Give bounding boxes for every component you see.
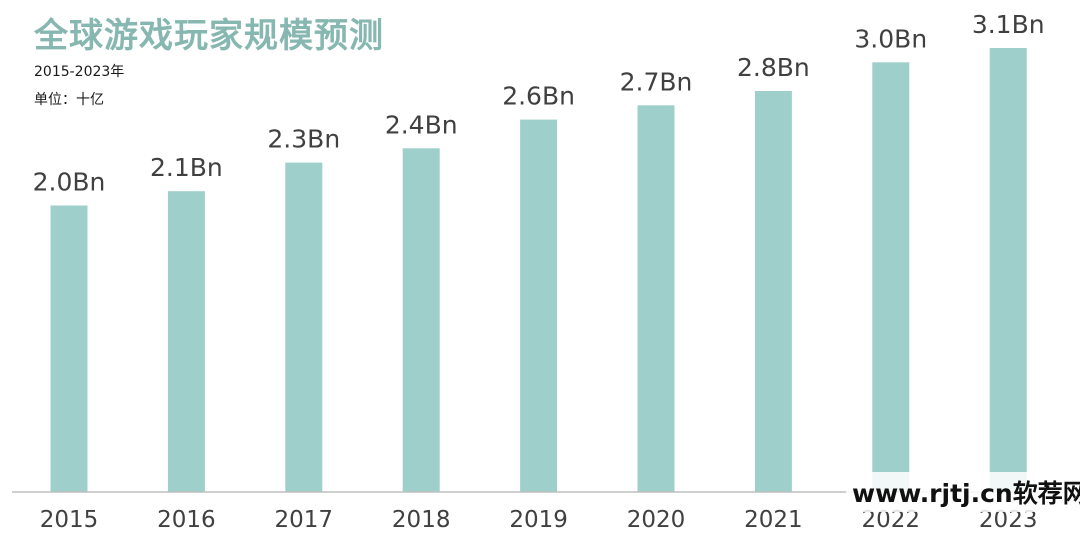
data-label-2021: 2.8Bn xyxy=(737,53,810,82)
bar-2016 xyxy=(167,191,205,492)
bars-layer xyxy=(50,48,1027,493)
x-tick-label-2018: 2018 xyxy=(392,507,451,533)
x-tick-label-2020: 2020 xyxy=(627,507,686,533)
unit-label: 单位：十亿 xyxy=(34,92,104,108)
data-label-2016: 2.1Bn xyxy=(150,153,223,182)
data-label-2023: 3.1Bn xyxy=(972,10,1045,39)
chart-subtitle: 2015-2023年 xyxy=(34,64,125,80)
x-tick-label-2019: 2019 xyxy=(509,507,568,533)
x-tick-label-2017: 2017 xyxy=(275,507,334,533)
data-label-2017: 2.3Bn xyxy=(267,125,340,154)
x-tick-label-2021: 2021 xyxy=(744,507,803,533)
bar-2019 xyxy=(520,119,558,492)
watermark-text: www.rjtj.cn软荐网 xyxy=(846,472,1080,512)
data-label-2022: 3.0Bn xyxy=(854,24,927,53)
data-label-2020: 2.7Bn xyxy=(620,67,693,96)
bar-2021 xyxy=(754,91,792,492)
bar-2023 xyxy=(989,48,1027,492)
x-tick-label-2015: 2015 xyxy=(40,507,99,533)
bar-2018 xyxy=(402,148,440,493)
data-label-2015: 2.0Bn xyxy=(33,168,106,197)
labels-layer: 2.0Bn 2015 2.1Bn 2016 2.3Bn 2017 2.4Bn 2018 2.6B… xyxy=(33,10,1045,533)
chart-title: 全球游戏玩家规模预测 xyxy=(34,16,384,56)
x-tick-label-2016: 2016 xyxy=(157,507,216,533)
bar-2020 xyxy=(637,105,675,493)
data-label-2019: 2.6Bn xyxy=(502,82,575,111)
bar-2022 xyxy=(872,62,910,493)
bar-2015 xyxy=(50,205,88,492)
bar-2017 xyxy=(285,162,323,492)
data-label-2018: 2.4Bn xyxy=(385,110,458,139)
